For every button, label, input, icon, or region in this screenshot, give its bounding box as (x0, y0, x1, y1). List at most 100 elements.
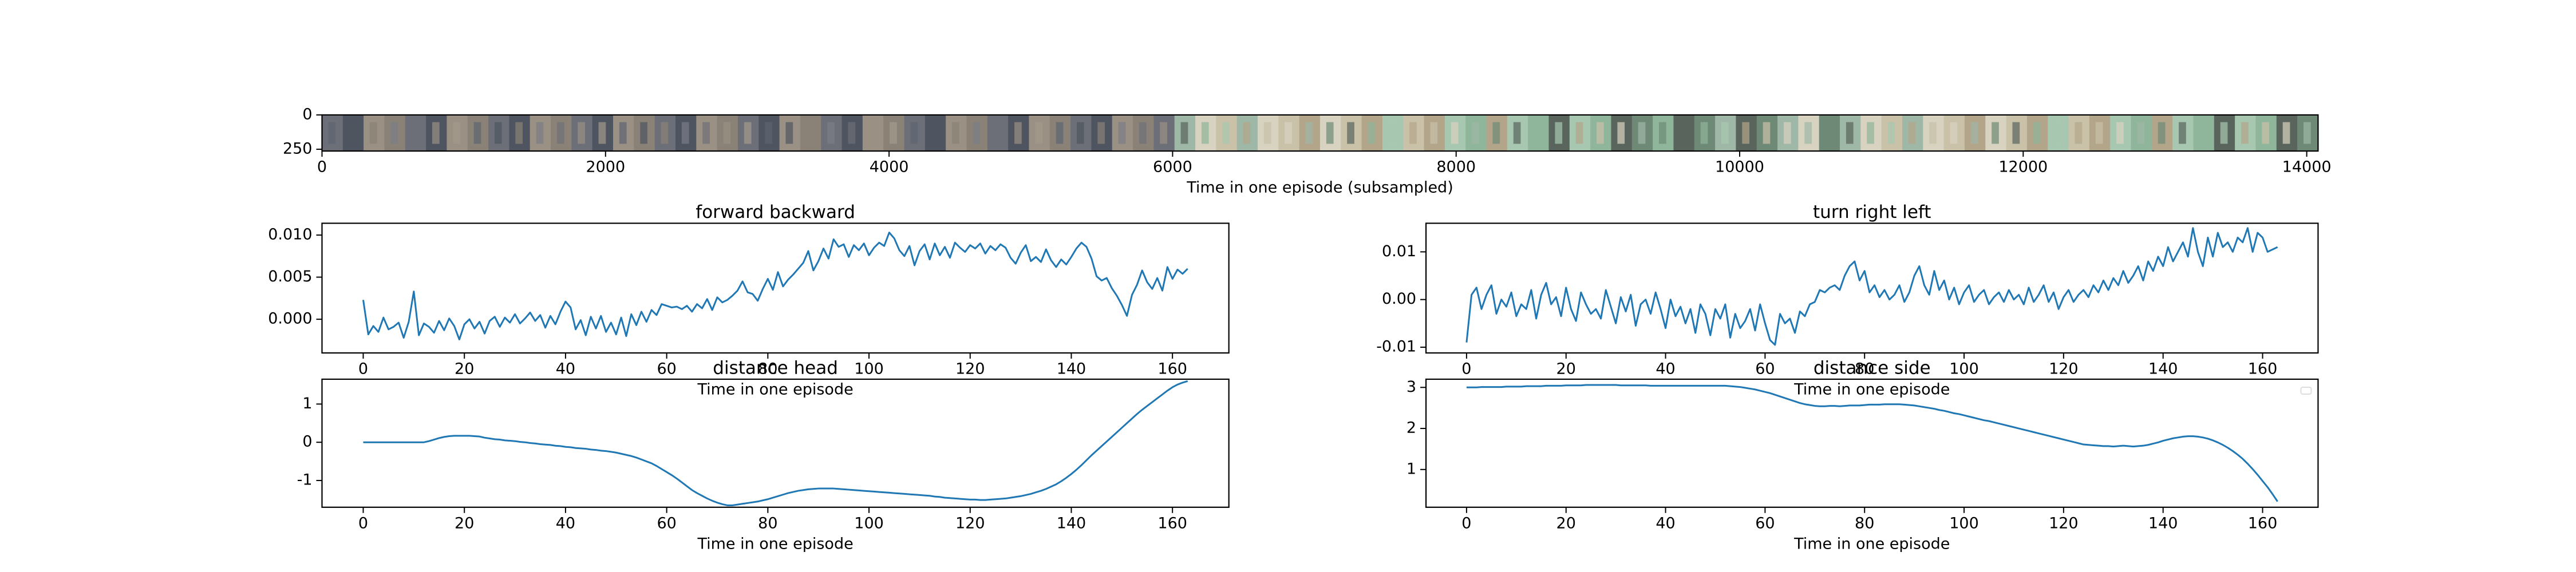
x-tick-label: 4000 (870, 158, 909, 176)
filmstrip-frame-detail (1680, 122, 1688, 144)
filmstrip-frame-detail (1555, 122, 1563, 144)
filmstrip-frame-detail (2262, 122, 2270, 144)
filmstrip-frame-detail (1908, 122, 1916, 144)
filmstrip-frame-detail (1243, 122, 1251, 144)
filmstrip-frame-detail (1035, 122, 1043, 144)
filmstrip-frame-detail (1097, 122, 1105, 144)
y-tick-label: -1 (297, 471, 313, 489)
filmstrip-frame-detail (1492, 122, 1500, 144)
filmstrip-frame-detail (2116, 122, 2124, 144)
x-tick-label: 0 (358, 514, 368, 532)
line-series (1466, 384, 2278, 502)
filmstrip-frame-detail (370, 122, 377, 144)
filmstrip-frame-detail (1513, 122, 1521, 144)
filmstrip-frame-detail (723, 122, 731, 144)
filmstrip-frame-detail (2199, 122, 2207, 144)
filmstrip-frame-detail (1263, 122, 1271, 144)
x-tick-label: 20 (455, 514, 474, 532)
axes-title: distance side (1814, 357, 1931, 378)
filmstrip-frame-detail (1575, 122, 1583, 144)
filmstrip-frame-detail (2054, 122, 2061, 144)
filmstrip-frame-detail (1617, 122, 1625, 144)
x-tick-label: 120 (2049, 514, 2079, 532)
axes-title: turn right left (1813, 202, 1931, 223)
empty-legend (2300, 386, 2312, 395)
filmstrip-frame-detail (1534, 122, 1542, 144)
filmstrip-frame-detail (931, 122, 939, 144)
x-tick-label: 10000 (1715, 158, 1764, 176)
filmstrip-frame-detail (910, 122, 918, 144)
x-axis-label: Time in one episode (subsampled) (1186, 179, 1453, 197)
filmstrip-frame-detail (536, 122, 544, 144)
filmstrip-frame-detail (1201, 122, 1209, 144)
x-tick-label: 60 (657, 360, 676, 378)
x-axis-label: Time in one episode (1793, 381, 1950, 399)
filmstrip-frame-detail (390, 122, 398, 144)
filmstrip-frame-detail (2033, 122, 2041, 144)
x-tick-label: 40 (556, 514, 575, 532)
y-tick-label: 0.000 (268, 310, 312, 328)
x-tick-label: 120 (955, 514, 985, 532)
filmstrip-frame-detail (1638, 122, 1646, 144)
x-axis-label: Time in one episode (697, 535, 853, 553)
filmstrip-frame-detail (1472, 122, 1479, 144)
x-tick-label: 80 (758, 360, 777, 378)
filmstrip-frame-detail (744, 122, 752, 144)
filmstrip-frame-detail (848, 122, 856, 144)
filmstrip-frame-detail (2075, 122, 2083, 144)
filmstrip-frame-detail (328, 122, 336, 144)
filmstrip-frame-detail (2095, 122, 2103, 144)
axes-frame (1425, 223, 2319, 354)
y-tick-label: 1 (302, 395, 312, 412)
x-tick-label: 6000 (1153, 158, 1192, 176)
filmstrip-frame-detail (411, 122, 419, 144)
y-tick-label: 0.010 (268, 225, 312, 243)
filmstrip-frame-detail (349, 122, 357, 144)
x-tick-label: 160 (2248, 514, 2278, 532)
filmstrip-frame-detail (993, 122, 1001, 144)
x-tick-label: 140 (2148, 514, 2178, 532)
x-tick-label: 60 (1755, 514, 1775, 532)
filmstrip-frame-detail (661, 122, 669, 144)
x-tick-label: 80 (758, 514, 777, 532)
filmstrip-frame-detail (619, 122, 627, 144)
x-tick-label: 80 (1855, 360, 1874, 378)
y-tick-label: 2 (1406, 419, 1416, 437)
y-tick-label: 250 (283, 140, 313, 157)
line-series (363, 380, 1188, 506)
x-tick-label: 0 (358, 360, 368, 378)
x-tick-label: 100 (1949, 514, 1979, 532)
filmstrip-frame-detail (1783, 122, 1791, 144)
line-series (362, 232, 1188, 340)
x-tick-label: 100 (854, 514, 884, 532)
x-tick-label: 14000 (2282, 158, 2332, 176)
filmstrip-frame-detail (1014, 122, 1022, 144)
x-tick-label: 40 (556, 360, 575, 378)
filmstrip-frame-detail (1825, 122, 1833, 144)
filmstrip-frame-detail (1118, 122, 1126, 144)
filmstrip-frame-detail (494, 122, 502, 144)
filmstrip-frame-detail (681, 122, 689, 144)
filmstrip-frame-detail (1388, 122, 1396, 144)
filmstrip-frame-detail (952, 122, 959, 144)
filmstrip-frame-detail (1929, 122, 1937, 144)
x-tick-label: 140 (1057, 514, 1086, 532)
filmstrip-frame-detail (640, 122, 647, 144)
x-axis-label: Time in one episode (697, 381, 853, 399)
filmstrip-frame-detail (598, 122, 606, 144)
x-tick-label: 20 (455, 360, 474, 378)
axes-frame (321, 114, 2319, 152)
filmstrip-frame-detail (1076, 122, 1084, 144)
filmstrip-frame-detail (2012, 122, 2020, 144)
x-tick-label: 40 (1656, 514, 1675, 532)
x-tick-label: 12000 (1998, 158, 2048, 176)
x-axis-label: Time in one episode (1793, 535, 1950, 553)
filmstrip-frame-detail (1867, 122, 1874, 144)
filmstrip-frame-detail (1763, 122, 1771, 144)
filmstrip-frame-detail (1451, 122, 1459, 144)
x-tick-label: 160 (2248, 360, 2278, 378)
x-tick-label: 160 (1157, 360, 1187, 378)
filmstrip-frame-detail (578, 122, 585, 144)
line-series (1465, 227, 2278, 346)
axes-frame (321, 223, 1230, 354)
